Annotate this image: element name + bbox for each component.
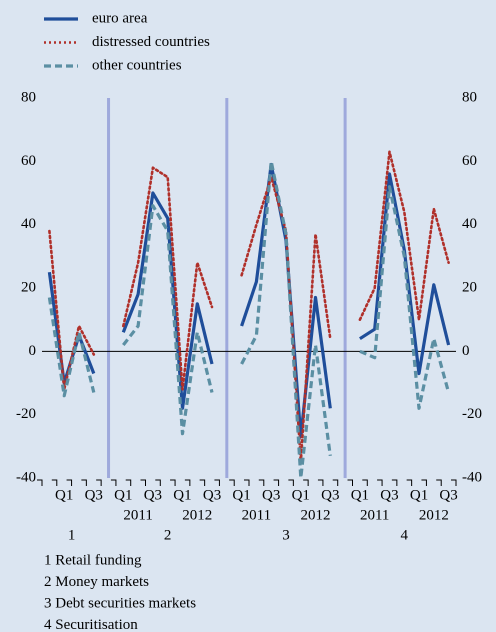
x-tick	[66, 479, 73, 486]
x-tick	[81, 479, 87, 486]
footnote: 4 Securitisation	[44, 617, 138, 632]
x-tick	[288, 479, 294, 486]
x-tick-label: Q1	[292, 487, 310, 503]
year-label: 2012	[182, 507, 212, 523]
x-tick	[244, 479, 250, 486]
x-tick-label: Q3	[144, 487, 162, 503]
x-tick	[51, 479, 58, 486]
panel-label: 3	[282, 527, 290, 543]
x-tick	[317, 479, 324, 486]
legend-label: other countries	[92, 57, 182, 73]
x-tick-label: Q1	[410, 487, 428, 503]
x-tick	[451, 479, 457, 486]
x-tick	[140, 479, 146, 486]
x-tick	[110, 479, 117, 486]
x-tick-label: Q3	[380, 487, 398, 503]
x-tick	[96, 479, 102, 486]
x-tick-label: Q3	[262, 487, 280, 503]
x-tick-label: Q1	[232, 487, 250, 503]
panel-label: 2	[164, 527, 172, 543]
x-tick	[125, 479, 132, 486]
y-tick-label: -40	[16, 469, 36, 485]
y-tick-label: 20	[21, 279, 36, 295]
x-tick	[258, 479, 265, 486]
x-tick	[273, 479, 280, 486]
y-tick-label: 80	[21, 89, 36, 105]
x-tick	[406, 479, 413, 486]
footnote: 2 Money markets	[44, 574, 149, 590]
legend-label: distressed countries	[92, 34, 210, 50]
x-tick-label: Q3	[85, 487, 103, 503]
x-tick	[391, 479, 398, 486]
year-label: 2011	[123, 507, 152, 523]
x-tick	[377, 479, 383, 486]
footnote: 1 Retail funding	[44, 552, 142, 568]
y2-tick-label: 80	[462, 89, 477, 105]
x-tick	[37, 479, 43, 486]
year-label: 2011	[360, 507, 389, 523]
x-tick	[155, 479, 161, 486]
x-tick	[347, 479, 353, 486]
x-tick	[436, 479, 442, 486]
x-tick-label: Q3	[321, 487, 339, 503]
x-tick	[362, 479, 368, 486]
y-tick-label: 60	[21, 153, 36, 169]
y-tick-label: 40	[21, 216, 36, 232]
x-tick-label: Q3	[203, 487, 221, 503]
y-tick-label: -20	[16, 406, 36, 422]
x-tick-label: Q1	[351, 487, 369, 503]
year-label: 2012	[419, 507, 449, 523]
y2-tick-label: 0	[462, 343, 470, 359]
x-tick-label: Q1	[55, 487, 73, 503]
x-tick	[199, 479, 206, 486]
x-tick-label: Q1	[173, 487, 191, 503]
y2-tick-label: 40	[462, 216, 477, 232]
x-tick	[303, 479, 309, 486]
x-tick	[421, 479, 427, 486]
year-label: 2011	[242, 507, 271, 523]
y-tick-label: 0	[29, 343, 37, 359]
footnote: 3 Debt securities markets	[44, 595, 196, 611]
y2-tick-label: 60	[462, 153, 477, 169]
x-tick-label: Q3	[439, 487, 457, 503]
y2-tick-label: 20	[462, 279, 477, 295]
year-label: 2012	[301, 507, 331, 523]
x-tick-label: Q1	[114, 487, 132, 503]
y2-tick-label: -40	[462, 469, 482, 485]
panel-label: 4	[401, 527, 409, 543]
x-tick	[170, 479, 176, 486]
x-tick	[332, 479, 339, 486]
y2-tick-label: -20	[462, 406, 482, 422]
x-tick	[184, 479, 191, 486]
x-tick	[229, 479, 235, 486]
legend-label: euro area	[92, 10, 148, 26]
x-tick	[214, 479, 220, 486]
panel-label: 1	[68, 527, 76, 543]
